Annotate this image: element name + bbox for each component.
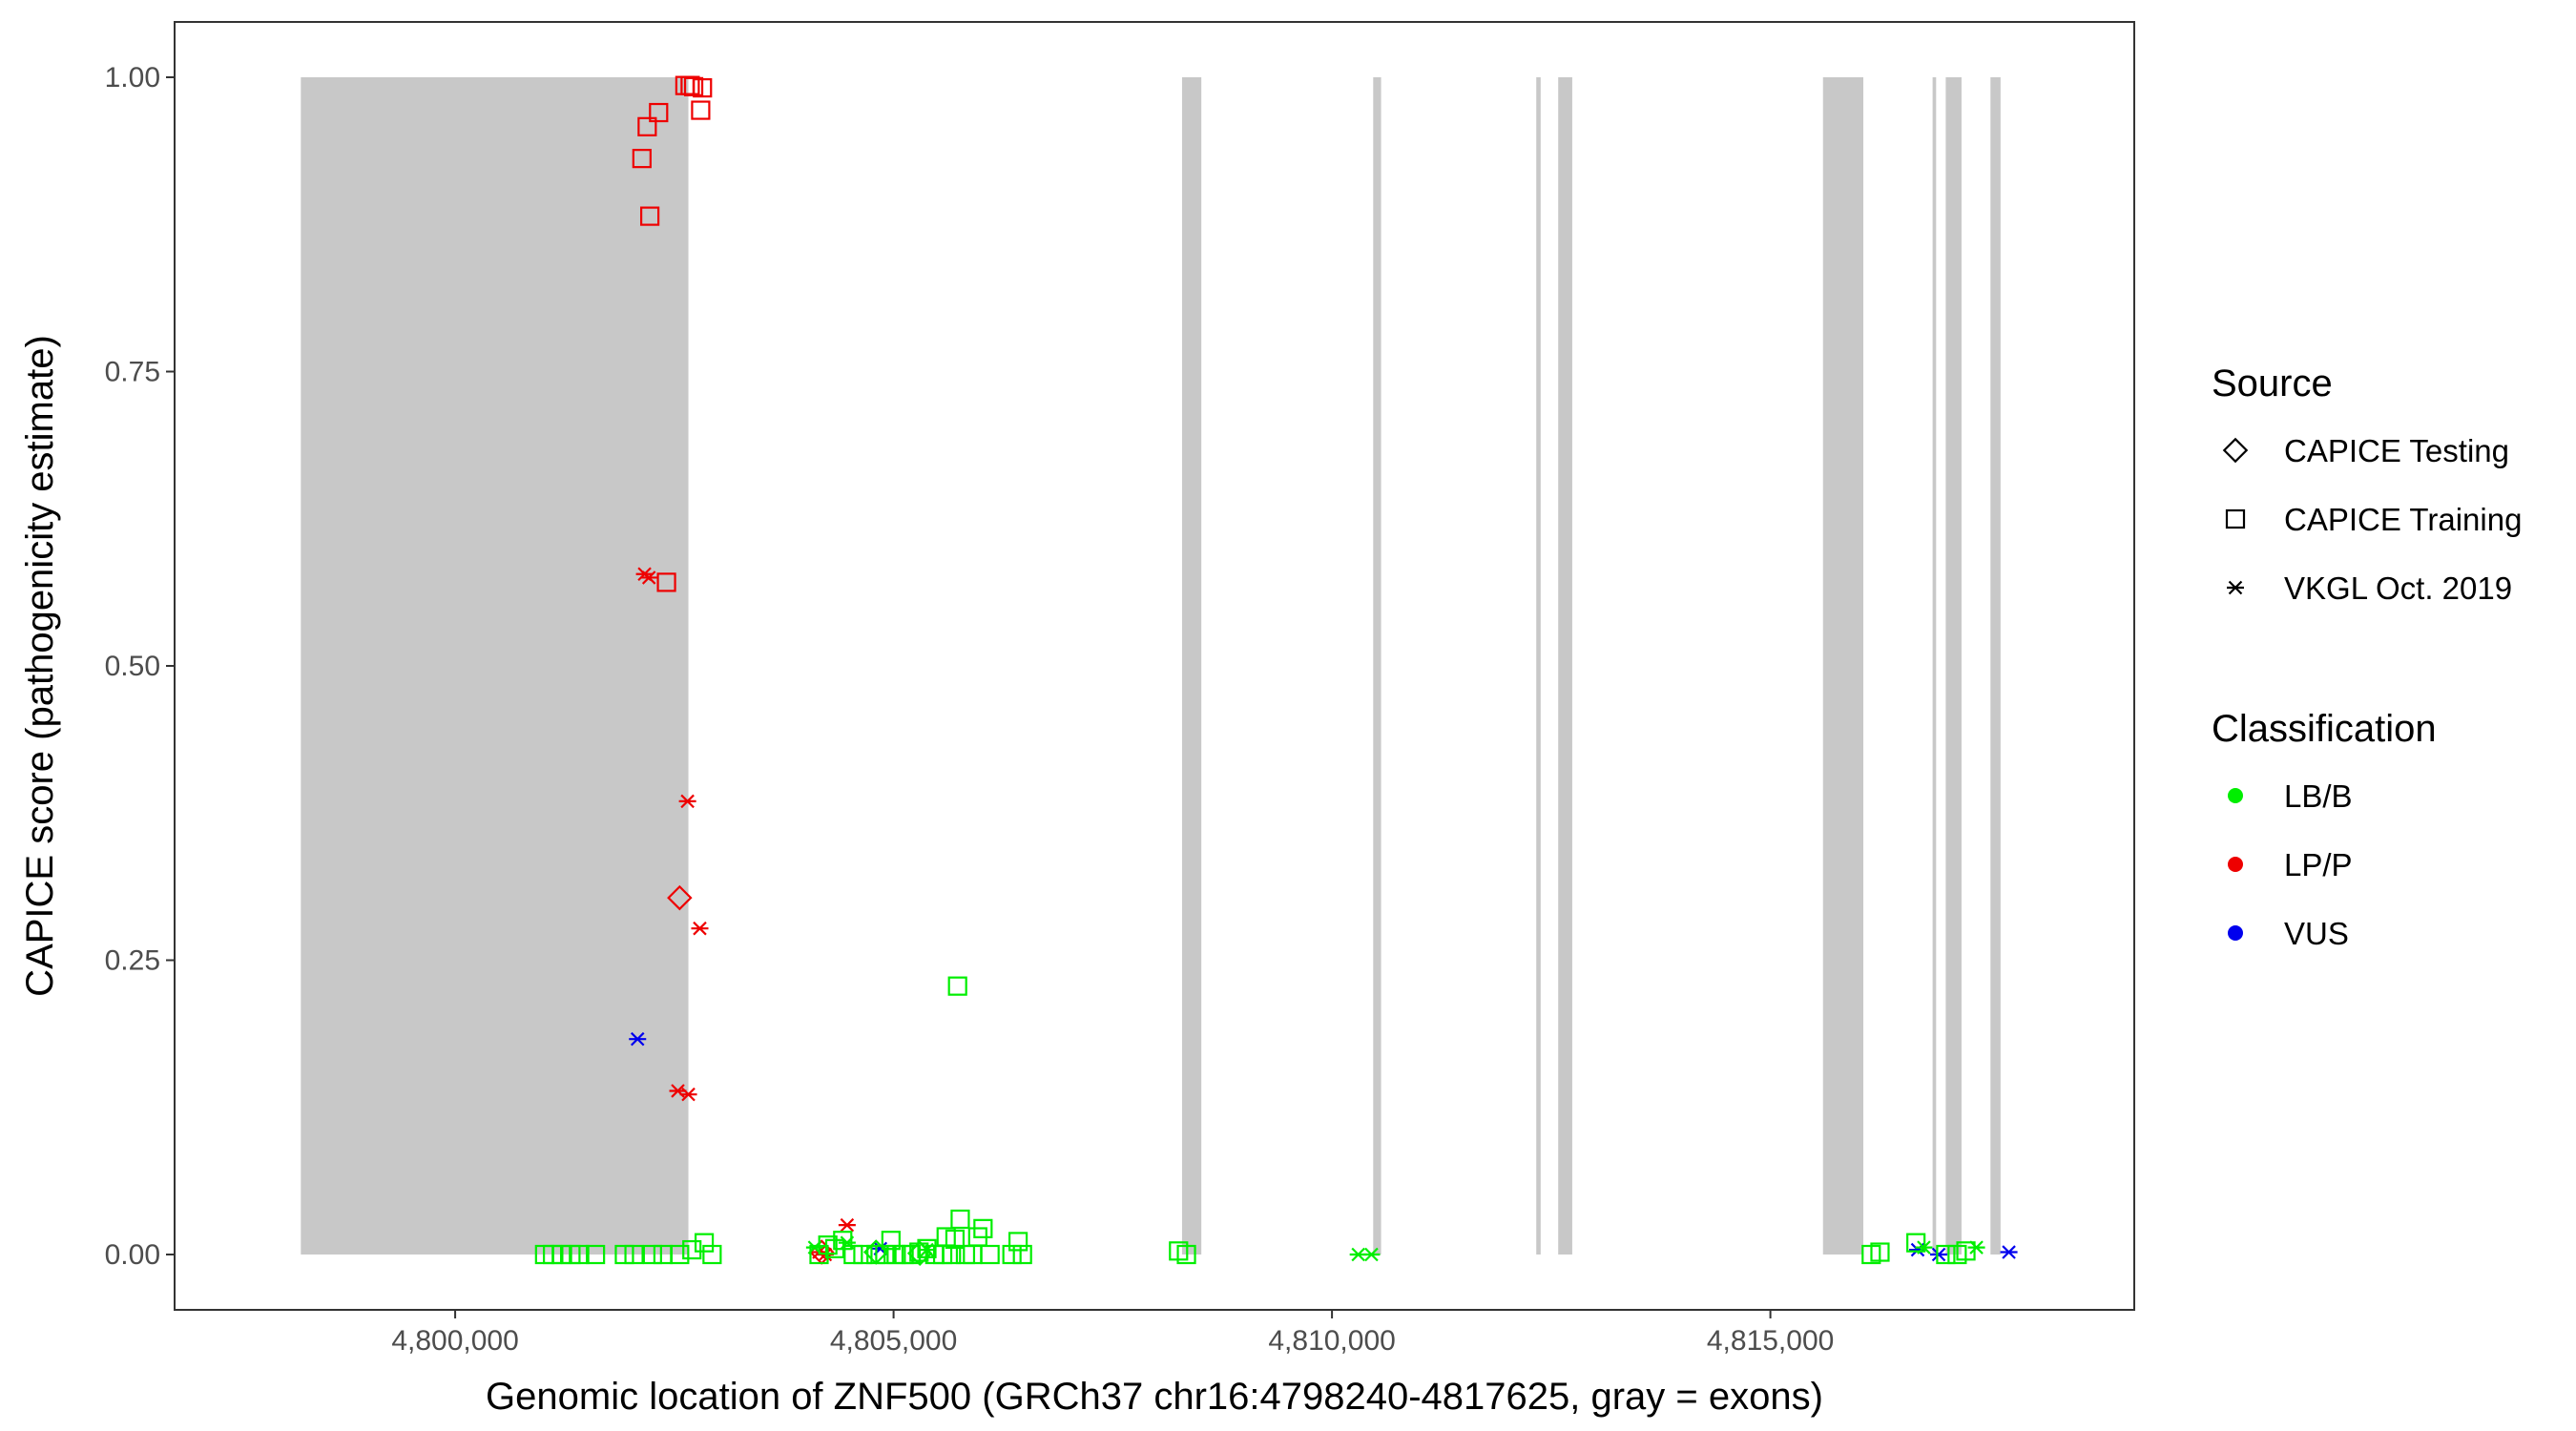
y-tick-label: 0.50 [105, 651, 160, 682]
exon-band [1558, 76, 1572, 1255]
data-point [875, 1244, 895, 1265]
exon-band [1822, 76, 1864, 1255]
exon-band [1945, 76, 1962, 1255]
data-point [947, 976, 967, 996]
x-axis-title: Genomic location of ZNF500 (GRCh37 chr16… [486, 1376, 1823, 1418]
data-point [682, 1239, 702, 1260]
exon-band [1536, 76, 1541, 1255]
y-tick-label: 0.25 [105, 945, 160, 977]
data-point [680, 75, 700, 95]
data-point [649, 102, 669, 123]
exon-band [1181, 76, 1202, 1255]
data-point [1002, 1244, 1022, 1265]
data-point [670, 1244, 690, 1265]
legend-key-diamond [2222, 437, 2249, 464]
data-point [586, 1244, 606, 1265]
data-point [632, 149, 652, 169]
legend-title-source: Source [2212, 363, 2333, 404]
data-point [640, 206, 660, 226]
legend-label-classification: LB/B [2284, 778, 2353, 814]
data-point [862, 1239, 889, 1265]
data-point [1967, 1240, 1985, 1255]
y-axis-title: CAPICE score (pathogenicity estimate) [19, 335, 61, 997]
data-point [1906, 1233, 1926, 1253]
data-point [945, 1229, 966, 1250]
data-point [691, 921, 709, 936]
exon-band [1932, 76, 1937, 1255]
legend-title-classification: Classification [2212, 708, 2437, 750]
data-point [640, 570, 658, 585]
x-tick-label: 4,810,000 [1268, 1325, 1395, 1357]
data-point [614, 1244, 634, 1265]
legend-key-asterisk [2227, 580, 2244, 595]
data-point [805, 1240, 823, 1255]
data-point [818, 1235, 838, 1255]
x-tick-label: 4,800,000 [391, 1325, 518, 1357]
data-point [678, 794, 696, 809]
axis-layer: 4,800,000 4,805,000 4,810,000 4,815,000 0.00… [105, 62, 1835, 1357]
data-point [1012, 1244, 1032, 1265]
data-point [853, 1244, 873, 1265]
data-point [629, 1031, 647, 1047]
data-point [942, 1244, 962, 1265]
data-point [642, 1244, 662, 1265]
x-tick-label: 4,815,000 [1707, 1325, 1834, 1357]
data-point [691, 100, 711, 120]
y-tick-label: 0.75 [105, 356, 160, 387]
y-tick-label: 1.00 [105, 62, 160, 93]
legend-label-source: CAPICE Testing [2284, 433, 2509, 468]
data-point [881, 1231, 901, 1251]
legend-label-classification: VUS [2284, 916, 2349, 951]
y-tick-label: 0.00 [105, 1239, 160, 1271]
data-point [570, 1244, 590, 1265]
data-point [667, 884, 693, 911]
data-point [1362, 1247, 1381, 1262]
data-point [1176, 1244, 1196, 1265]
data-point [838, 1217, 856, 1233]
x-tick-label: 4,805,000 [830, 1325, 957, 1357]
data-point [950, 1209, 970, 1230]
data-point [1936, 1244, 1956, 1265]
data-point [906, 1240, 933, 1267]
data-point [1008, 1232, 1028, 1252]
data-point [833, 1231, 853, 1251]
data-point [980, 1244, 1000, 1265]
data-point [1930, 1247, 1948, 1262]
exon-layer [301, 76, 2001, 1255]
data-point [843, 1244, 863, 1265]
exon-band [1990, 76, 2001, 1255]
data-point [2000, 1245, 2018, 1259]
legend-key-dot [2228, 857, 2243, 872]
data-point [693, 78, 713, 98]
point-layer [534, 75, 2018, 1267]
legend-key-dot [2228, 925, 2243, 941]
data-point [624, 1244, 644, 1265]
legend-label-source: VKGL Oct. 2019 [2284, 570, 2512, 606]
data-point [637, 116, 657, 136]
legend-key-dot [2228, 788, 2243, 803]
data-point [1870, 1242, 1890, 1262]
data-point [838, 1235, 856, 1250]
data-point [973, 1218, 993, 1238]
legend-label-source: CAPICE Training [2284, 502, 2522, 537]
data-point [702, 1244, 722, 1265]
data-point [1956, 1241, 1976, 1261]
legend: Source CAPICE Testing CAPICE Training VKGL … [2212, 363, 2522, 951]
data-point [679, 1087, 697, 1102]
legend-label-classification: LP/P [2284, 847, 2353, 882]
data-point [1915, 1240, 1933, 1255]
exon-band [301, 76, 689, 1255]
exon-band [1373, 76, 1381, 1255]
data-point [656, 572, 676, 592]
legend-key-square [2225, 508, 2246, 529]
data-point [551, 1244, 571, 1265]
